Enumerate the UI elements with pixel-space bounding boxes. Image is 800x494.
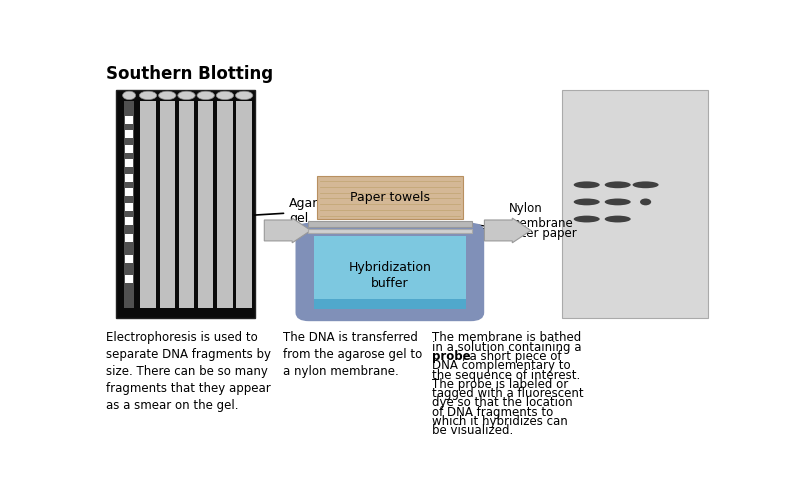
Text: Agarose
gel: Agarose gel bbox=[254, 198, 340, 225]
Text: Paper towels: Paper towels bbox=[350, 191, 430, 204]
Bar bbox=[140, 101, 156, 308]
Text: The membrane is bathed: The membrane is bathed bbox=[432, 331, 581, 344]
Ellipse shape bbox=[605, 181, 630, 188]
Text: Electrophoresis is used to
separate DNA fragments by
size. There can be so many
: Electrophoresis is used to separate DNA … bbox=[106, 331, 271, 412]
Text: the sequence of interest.: the sequence of interest. bbox=[432, 369, 580, 381]
Text: be visualized.: be visualized. bbox=[432, 424, 513, 438]
Ellipse shape bbox=[197, 91, 214, 100]
Ellipse shape bbox=[122, 91, 136, 100]
Text: Hybridization
buffer: Hybridization buffer bbox=[349, 261, 431, 289]
Bar bbox=[115, 90, 255, 318]
Text: Nylon
membrane: Nylon membrane bbox=[474, 203, 574, 230]
Bar bbox=[125, 116, 134, 124]
Bar bbox=[125, 255, 134, 263]
Text: in a solution containing a: in a solution containing a bbox=[432, 340, 581, 354]
Bar bbox=[125, 188, 134, 196]
Bar bbox=[237, 101, 252, 308]
Bar bbox=[198, 101, 214, 308]
Text: Southern Blotting: Southern Blotting bbox=[106, 65, 274, 83]
Ellipse shape bbox=[605, 215, 630, 222]
Bar bbox=[217, 101, 233, 308]
Bar bbox=[314, 299, 466, 310]
Bar bbox=[125, 174, 134, 182]
FancyBboxPatch shape bbox=[297, 224, 483, 320]
Text: probe: probe bbox=[432, 350, 470, 363]
Bar bbox=[125, 276, 134, 284]
FancyArrow shape bbox=[264, 218, 310, 243]
Ellipse shape bbox=[605, 199, 630, 206]
Text: which it hybridizes can: which it hybridizes can bbox=[432, 415, 567, 428]
Text: , a short piece of: , a short piece of bbox=[462, 350, 561, 363]
Bar bbox=[159, 101, 175, 308]
Bar bbox=[125, 160, 134, 167]
Text: dye so that the location: dye so that the location bbox=[432, 397, 572, 410]
Ellipse shape bbox=[633, 181, 658, 188]
FancyArrow shape bbox=[485, 218, 531, 243]
Text: Filter paper: Filter paper bbox=[474, 225, 577, 240]
Ellipse shape bbox=[178, 91, 195, 100]
Bar bbox=[178, 101, 194, 308]
Bar bbox=[308, 229, 472, 234]
Ellipse shape bbox=[574, 215, 600, 222]
Text: The probe is labeled or: The probe is labeled or bbox=[432, 378, 568, 391]
Ellipse shape bbox=[158, 91, 176, 100]
Bar bbox=[562, 90, 707, 318]
Bar bbox=[308, 221, 472, 227]
Bar bbox=[125, 217, 134, 225]
Bar bbox=[124, 101, 134, 308]
Ellipse shape bbox=[216, 91, 234, 100]
Ellipse shape bbox=[574, 199, 600, 206]
Text: of DNA fragments to: of DNA fragments to bbox=[432, 406, 553, 419]
Bar bbox=[125, 130, 134, 138]
Bar bbox=[125, 145, 134, 153]
Text: The DNA is transferred
from the agarose gel to
a nylon membrane.: The DNA is transferred from the agarose … bbox=[283, 331, 422, 378]
Bar bbox=[317, 176, 462, 219]
Text: DNA complementary to: DNA complementary to bbox=[432, 359, 570, 372]
Text: tagged with a fluorescent: tagged with a fluorescent bbox=[432, 387, 583, 400]
Bar bbox=[125, 203, 134, 211]
Bar bbox=[314, 236, 466, 310]
Ellipse shape bbox=[139, 91, 157, 100]
Ellipse shape bbox=[574, 181, 600, 188]
Bar bbox=[125, 234, 134, 242]
Ellipse shape bbox=[235, 91, 253, 100]
Ellipse shape bbox=[640, 199, 651, 206]
